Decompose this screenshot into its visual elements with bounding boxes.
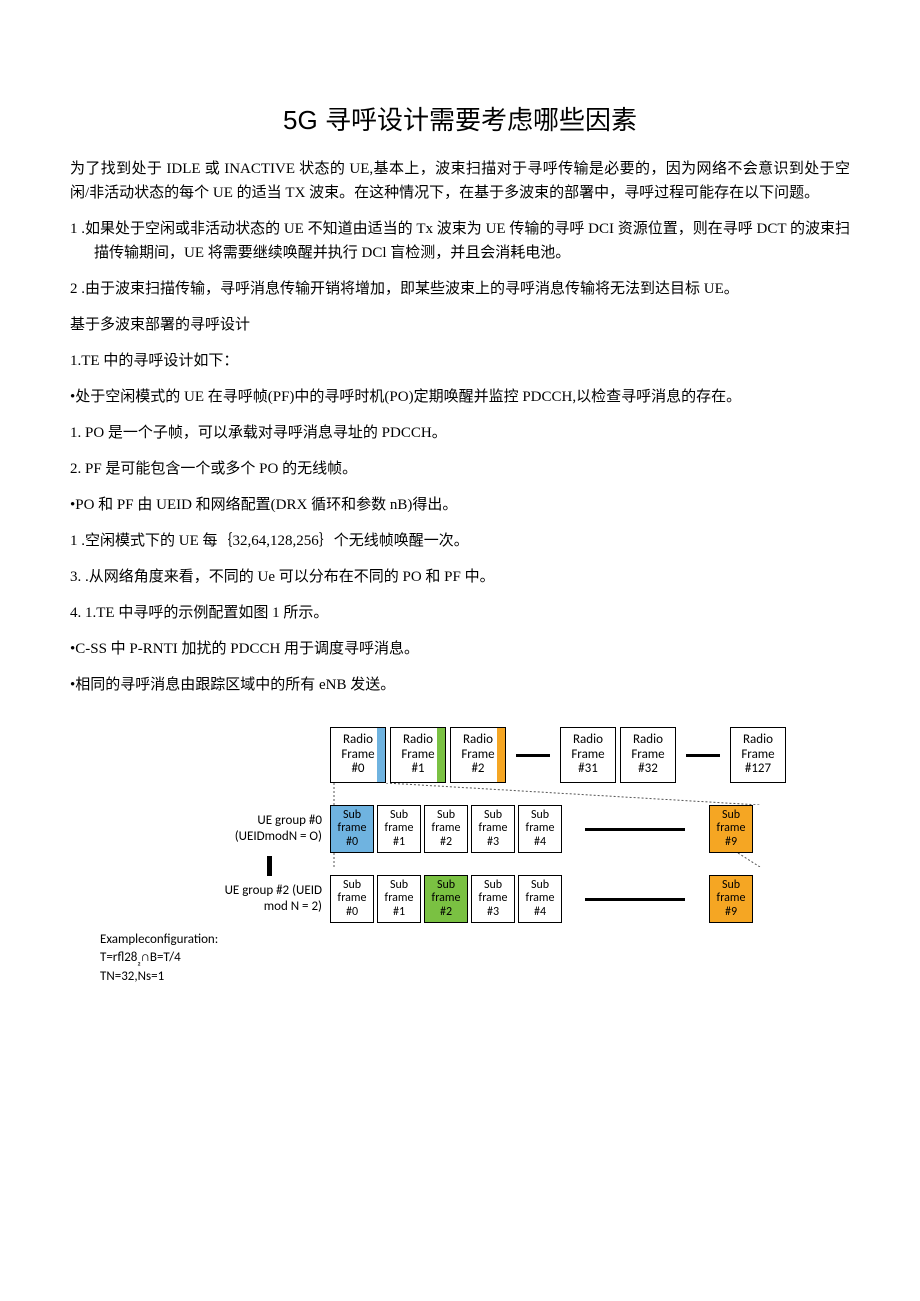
subframe-2-1: Sub frame#1	[377, 875, 421, 923]
subframe-2-2: Sub frame#2	[424, 875, 468, 923]
body-line-10: •相同的寻呼消息由跟踪区域中的所有 eNB 发送。	[70, 673, 850, 697]
rf-stripe-2	[497, 728, 505, 782]
rf-stripe-1	[437, 728, 445, 782]
body-line-2: •处于空闲模式的 UE 在寻呼帧(PF)中的寻呼时机(PO)定期唤醒并监控 PD…	[70, 385, 850, 409]
rf-label-2: Radio Frame#2	[461, 733, 494, 778]
rf-stripe-0	[377, 728, 385, 782]
radio-frame-2: Radio Frame#2	[450, 727, 506, 783]
body-line-3: 1. PO 是一个子帧，可以承载对寻呼消息寻址的 PDCCH。	[70, 421, 850, 445]
intro-paragraph: 为了找到处于 IDLE 或 INACTIVE 状态的 UE,基本上，波束扫描对于…	[70, 157, 850, 205]
rf-label-31: Radio Frame#31	[571, 733, 604, 778]
problem-item-2: 2 .由于波束扫描传输，寻呼消息传输开销将增加，即某些波束上的寻呼消息传输将无法…	[70, 277, 850, 301]
subframe-0-9: Sub frame#9	[709, 805, 753, 853]
rf-label-0: Radio Frame#0	[341, 733, 374, 778]
rf-label-127: Radio Frame#127	[741, 733, 774, 778]
dotted-expansion-top	[100, 783, 850, 805]
body-line-8: 4. 1.TE 中寻呼的示例配置如图 1 所示。	[70, 601, 850, 625]
ue-group-2-label: UE group #2 (UEID mod N = 2)	[100, 875, 330, 923]
subframe-0-1: Sub frame#1	[377, 805, 421, 853]
radio-frame-32: Radio Frame#32	[620, 727, 676, 783]
subframe-2-3: Sub frame#3	[471, 875, 515, 923]
subframe-row-0: Sub frame#0 Sub frame#1 Sub frame#2 Sub …	[330, 805, 752, 853]
ellipsis-sub-2	[565, 875, 705, 923]
subframe-0-3: Sub frame#3	[471, 805, 515, 853]
body-line-1: 1.TE 中的寻呼设计如下：	[70, 349, 850, 373]
subframe-2-0: Sub frame#0	[330, 875, 374, 923]
radio-frame-1: Radio Frame#1	[390, 727, 446, 783]
problem-item-1: 1 .如果处于空闲或非活动状态的 UE 不知道由适当的 Tx 波束为 UE 传输…	[70, 217, 850, 265]
body-line-6: 1 .空闲模式下的 UE 每｛32,64,128,256｝个无线帧唤醒一次。	[70, 529, 850, 553]
body-line-7: 3. .从网络角度来看，不同的 Ue 可以分布在不同的 PO 和 PF 中。	[70, 565, 850, 589]
radio-frame-row: Radio Frame#0 Radio Frame#1 Radio Frame#…	[330, 727, 786, 783]
radio-frame-127: Radio Frame#127	[730, 727, 786, 783]
example-config-text: Exampleconfiguration: T=rfl282∩B=T/4 TN=…	[100, 931, 850, 985]
subframe-2-9: Sub frame#9	[709, 875, 753, 923]
section-heading: 基于多波束部署的寻呼设计	[70, 313, 850, 337]
ellipsis-gap	[510, 727, 556, 783]
subframe-0-2: Sub frame#2	[424, 805, 468, 853]
rf-label-1: Radio Frame#1	[401, 733, 434, 778]
page-title: 5G 寻呼设计需要考虑哪些因素	[70, 100, 850, 137]
ellipsis-gap-2	[680, 727, 726, 783]
ellipsis-sub-0	[565, 805, 705, 853]
body-line-9: •C-SS 中 P-RNTI 加扰的 PDCCH 用于调度寻呼消息。	[70, 637, 850, 661]
body-line-5: •PO 和 PF 由 UEID 和网络配置(DRX 循环和参数 nB)得出。	[70, 493, 850, 517]
body-line-4: 2. PF 是可能包含一个或多个 PO 的无线帧。	[70, 457, 850, 481]
radio-frame-0: Radio Frame#0	[330, 727, 386, 783]
subframe-row-2: Sub frame#0 Sub frame#1 Sub frame#2 Sub …	[330, 875, 752, 923]
radio-frame-31: Radio Frame#31	[560, 727, 616, 783]
subframe-0-0: Sub frame#0	[330, 805, 374, 853]
paging-diagram: Radio Frame#0 Radio Frame#1 Radio Frame#…	[70, 727, 850, 985]
subframe-0-4: Sub frame#4	[518, 805, 562, 853]
subframe-2-4: Sub frame#4	[518, 875, 562, 923]
rf-label-32: Radio Frame#32	[631, 733, 664, 778]
ue-group-0-label: UE group #0 (UEIDmodN = O)	[100, 805, 330, 853]
